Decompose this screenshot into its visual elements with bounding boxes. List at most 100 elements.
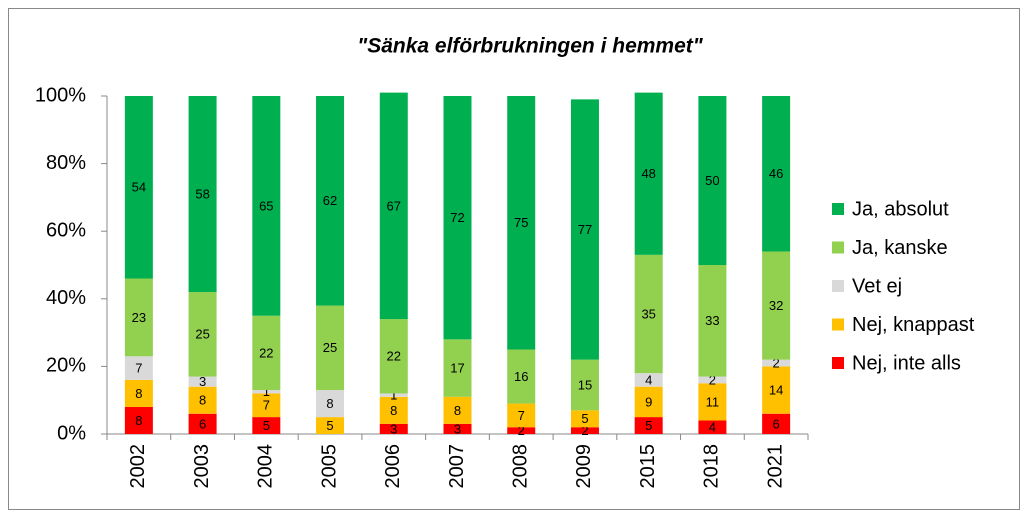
bar-segment [188, 96, 217, 293]
data-label: 8 [454, 403, 461, 418]
data-label: 8 [326, 396, 333, 411]
data-label: 75 [514, 215, 528, 230]
bar-segment [634, 386, 663, 418]
bar-segment [443, 396, 472, 424]
data-label: 35 [641, 306, 655, 321]
bar-segment [634, 92, 663, 255]
bar-segment [698, 376, 727, 384]
chart-title: "Sänka elförbrukningen i hemmet" [357, 35, 704, 58]
bar-segment [507, 427, 536, 434]
x-tick-label: 2018 [701, 444, 723, 489]
legend-swatch [832, 203, 844, 215]
bar-segment [443, 423, 472, 434]
bar-segment [634, 417, 663, 434]
x-tick-label: 2005 [318, 444, 340, 489]
bar-segment [124, 379, 153, 407]
data-label: 22 [259, 345, 273, 360]
bar-segment [188, 376, 217, 387]
data-label: 6 [199, 416, 206, 431]
bar-segment [316, 305, 345, 391]
legend-swatch [832, 318, 844, 331]
data-label: 5 [581, 411, 588, 426]
x-tick-label: 2004 [255, 444, 277, 489]
data-label: 1 [263, 384, 270, 399]
data-label: 8 [199, 393, 206, 408]
bar-segment [124, 278, 153, 357]
data-label: 2 [773, 355, 780, 370]
x-tick-label: 2008 [510, 444, 532, 489]
bar-segment [252, 393, 281, 418]
data-label: 2 [709, 372, 716, 387]
data-label: 72 [450, 210, 464, 225]
data-label: 25 [323, 340, 337, 355]
legend-label: Ja, absolut [852, 198, 949, 220]
data-label: 5 [263, 418, 270, 433]
bar-segment [698, 420, 727, 434]
x-tick-label: 2003 [191, 444, 213, 489]
x-tick-label: 2021 [764, 444, 786, 489]
data-label: 8 [135, 413, 142, 428]
bar-segment [570, 359, 599, 411]
bar-segment [316, 417, 345, 434]
data-label: 46 [769, 166, 783, 181]
data-label: 3 [390, 421, 397, 436]
data-label: 11 [706, 394, 720, 409]
bar-segment [762, 366, 791, 414]
bar-segment [252, 417, 281, 434]
data-label: 3 [454, 421, 461, 436]
y-tick-label: 100% [35, 84, 86, 106]
bar-segment [762, 359, 791, 367]
data-label: 48 [641, 166, 655, 181]
data-label: 32 [769, 298, 783, 313]
bar-segment [698, 96, 727, 265]
bar-segment [379, 396, 408, 424]
legend-label: Nej, knappast [852, 314, 975, 336]
data-label: 14 [769, 382, 783, 397]
bar-segment [379, 319, 408, 394]
data-label: 7 [518, 408, 525, 423]
bar-segment [443, 339, 472, 397]
data-label: 65 [259, 198, 273, 213]
data-label: 23 [132, 310, 146, 325]
bar-segment [316, 390, 345, 418]
bar-segment [124, 356, 153, 380]
bar-segment [570, 427, 599, 434]
bar-segment [316, 96, 345, 306]
bar-segment [443, 96, 472, 340]
bar-segment [507, 96, 536, 350]
bar-segment [379, 92, 408, 320]
y-tick-label: 20% [46, 355, 86, 377]
bar-segment [124, 96, 153, 279]
bar-segment [634, 373, 663, 387]
data-label: 8 [390, 403, 397, 418]
bar-segment [379, 423, 408, 434]
legend-swatch [832, 357, 844, 369]
bar-segment [762, 413, 791, 434]
bar-segment [252, 315, 281, 391]
legend-label: Ja, kanske [852, 237, 948, 259]
bar-segment [379, 393, 408, 397]
data-label: 8 [135, 386, 142, 401]
legend-label: Nej, inte alls [852, 352, 961, 374]
bar-segment [698, 383, 727, 421]
bar-segment [570, 99, 599, 360]
legend-swatch [832, 280, 844, 292]
bar-segment [188, 386, 217, 414]
data-label: 6 [773, 416, 780, 431]
x-tick-label: 2015 [637, 444, 659, 489]
y-tick-label: 80% [46, 152, 86, 174]
data-label: 7 [135, 361, 142, 376]
data-label: 62 [323, 193, 337, 208]
data-label: 77 [578, 222, 592, 237]
bar-segment [507, 349, 536, 404]
bar-segment [507, 403, 536, 428]
data-label: 3 [199, 374, 206, 389]
data-label: 50 [705, 173, 719, 188]
data-label: 4 [709, 420, 716, 435]
data-label: 16 [514, 369, 528, 384]
data-label: 67 [387, 198, 401, 213]
bar-segment [252, 390, 281, 394]
data-label: 7 [263, 398, 270, 413]
bar-segment [762, 251, 791, 360]
